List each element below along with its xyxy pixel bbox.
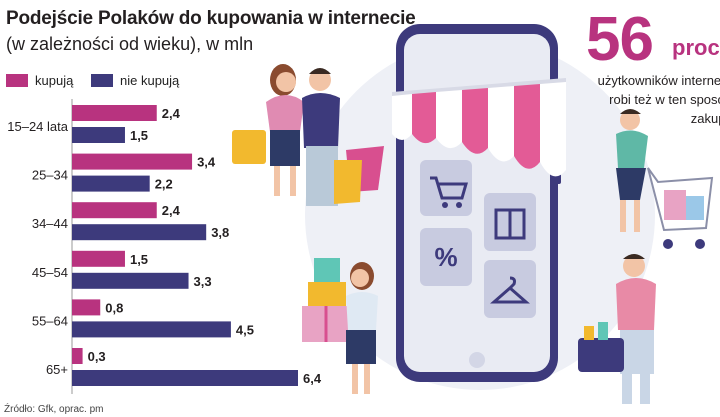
category-label: 55–64 (32, 313, 68, 328)
woman-with-gifts-illustration (302, 258, 378, 394)
bar-not-buy (72, 272, 189, 289)
hanger-tile-icon (484, 260, 536, 318)
bar-not-buy (72, 370, 298, 386)
bar-value-label: 1,5 (130, 252, 148, 267)
bar-value-label: 6,4 (303, 371, 322, 386)
discount-tile-icon: % (420, 228, 472, 286)
chart-title: Podejście Polaków do kupowania w interne… (6, 8, 416, 29)
bar-value-label: 4,5 (236, 322, 254, 337)
category-label: 15–24 lata (7, 119, 68, 134)
legend-swatch-not-buy (91, 74, 113, 87)
highlight-number: 56 (586, 5, 654, 74)
bar-not-buy (72, 224, 207, 241)
bar-value-label: 2,2 (155, 177, 173, 192)
category-label: 34–44 (32, 216, 68, 231)
gift-tile-icon (484, 193, 536, 251)
category-label: 65+ (46, 362, 68, 377)
bar-value-label: 1,5 (130, 128, 148, 143)
bar-buy (72, 202, 157, 219)
legend-label-not-buy: nie kupują (120, 73, 180, 88)
bar-value-label: 2,4 (162, 203, 181, 218)
legend-label-buy: kupują (35, 73, 74, 88)
highlight-line-2: robi też w ten sposób (609, 92, 720, 107)
bar-buy (72, 250, 125, 267)
cart-tile-icon (420, 160, 472, 216)
highlight-line-1: użytkowników internetu (597, 73, 720, 88)
bar-value-label: 3,3 (194, 274, 212, 289)
bar-not-buy (72, 175, 150, 192)
bar-buy (72, 299, 101, 316)
highlight-line-3: zakupy (690, 111, 720, 126)
woman-with-cart-illustration (616, 109, 714, 249)
category-label: 25–34 (32, 168, 68, 183)
couple-shopping-illustration (232, 64, 384, 206)
bars-group: 15–24 lata 2,4 1,5 25–34 3,4 2,2 34–44 2,4 3,8 45… (7, 99, 322, 394)
highlight-description: użytkowników internetu robi też w ten sp… (560, 71, 720, 128)
bar-chart: 15–24 lata 2,4 1,5 25–34 3,4 2,2 34–44 2,4 3,8 45… (7, 99, 322, 394)
legend-item-buy: kupują (6, 73, 73, 88)
category-label: 45–54 (32, 265, 68, 280)
bar-value-label: 0,8 (105, 300, 123, 315)
chart-subtitle: (w zależności od wieku), w mln (6, 34, 254, 54)
shop-awning-icon (392, 78, 566, 177)
bar-value-label: 3,8 (211, 225, 229, 240)
bar-not-buy (72, 127, 125, 143)
bar-not-buy (72, 321, 231, 338)
legend-swatch-buy (6, 74, 28, 87)
bar-buy (72, 153, 193, 170)
man-with-basket-illustration (578, 254, 656, 404)
legend-item-not-buy: nie kupują (91, 73, 179, 88)
bar-value-label: 3,4 (197, 155, 216, 170)
bar-buy (72, 105, 157, 121)
source-note: Źródło: Gfk, oprac. pm (4, 404, 104, 415)
highlight-unit: proc. (672, 35, 720, 60)
bar-value-label: 2,4 (162, 106, 181, 121)
bar-buy (72, 348, 83, 364)
bar-value-label: 0,3 (88, 349, 106, 364)
svg-text:%: % (434, 242, 457, 272)
